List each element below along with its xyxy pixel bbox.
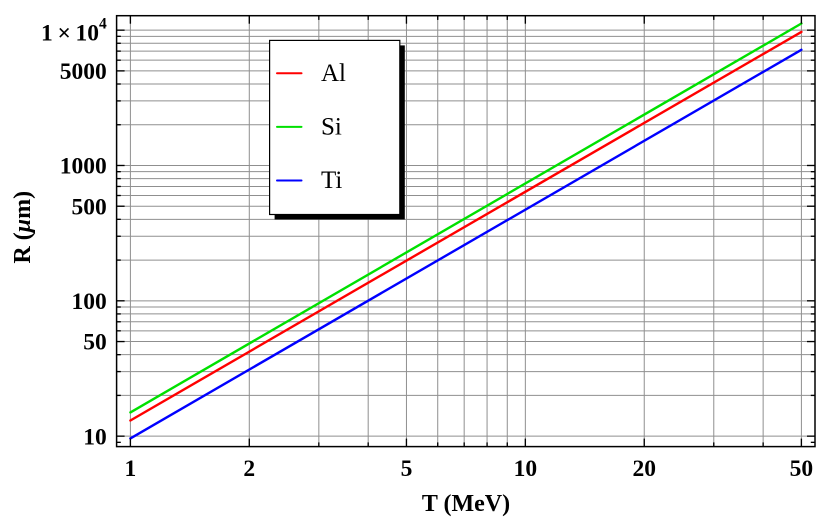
svg-text:20: 20 bbox=[632, 456, 656, 482]
svg-text:50: 50 bbox=[83, 330, 107, 356]
svg-text:1: 1 bbox=[125, 456, 137, 482]
svg-text:Al: Al bbox=[321, 60, 346, 87]
svg-text:10: 10 bbox=[83, 424, 107, 450]
svg-text:Si: Si bbox=[321, 114, 342, 141]
svg-text:Ti: Ti bbox=[321, 167, 342, 194]
svg-text:2: 2 bbox=[243, 456, 255, 482]
svg-text:10: 10 bbox=[514, 456, 538, 482]
svg-text:100: 100 bbox=[72, 289, 107, 315]
svg-text:T (MeV): T (MeV) bbox=[422, 491, 510, 517]
svg-text:R (μm): R (μm) bbox=[10, 191, 36, 264]
svg-text:5: 5 bbox=[401, 456, 413, 482]
svg-text:1000: 1000 bbox=[60, 154, 107, 180]
svg-text:5000: 5000 bbox=[60, 59, 107, 85]
svg-text:1 × 104: 1 × 104 bbox=[41, 16, 107, 47]
svg-text:50: 50 bbox=[790, 456, 814, 482]
svg-text:500: 500 bbox=[72, 194, 107, 220]
